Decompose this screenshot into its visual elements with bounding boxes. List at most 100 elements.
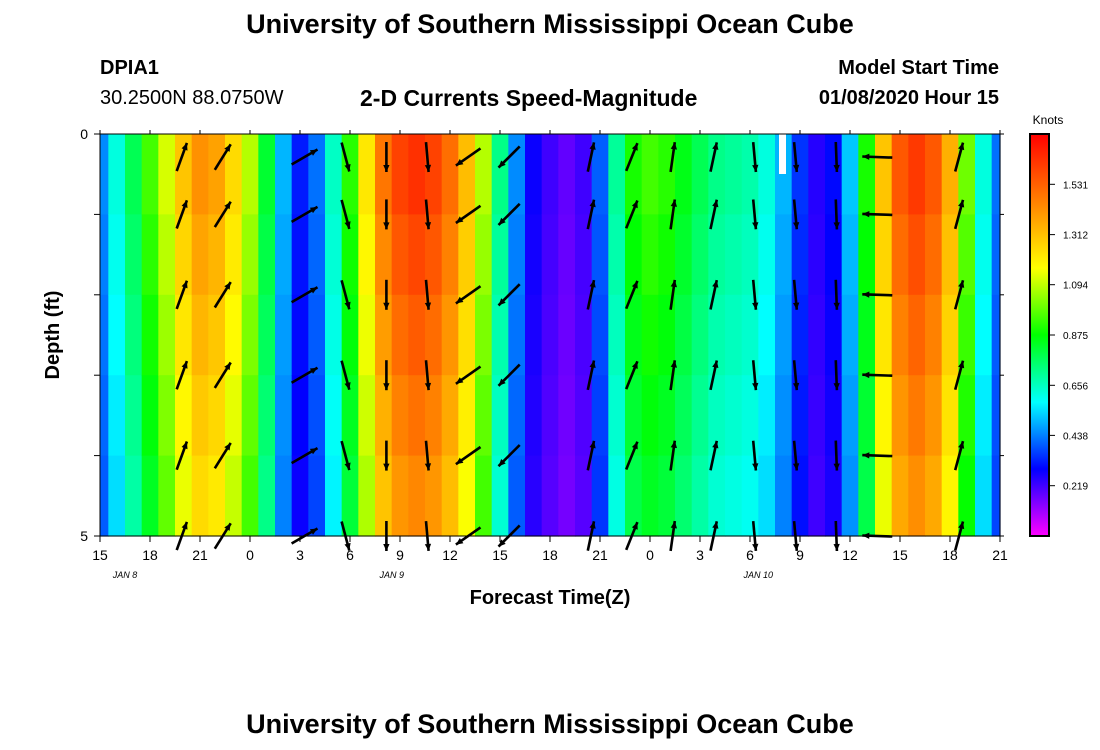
x-tick-label: 21: [192, 547, 208, 563]
heatmap-cell: [975, 294, 993, 376]
heatmap-cell: [408, 375, 426, 457]
vector-head: [752, 382, 759, 391]
vector-head: [424, 164, 432, 172]
heatmap-cell: [908, 134, 926, 215]
heatmap-cell: [575, 134, 593, 215]
vector-head: [424, 302, 432, 310]
heatmap-cell: [858, 375, 876, 457]
x-tick-label: 12: [842, 547, 858, 563]
x-tick-label: 3: [696, 547, 704, 563]
heatmap-cell: [725, 455, 743, 537]
heatmap-cell: [208, 375, 226, 457]
heatmap-cell: [925, 294, 943, 376]
heatmap-cell: [658, 214, 676, 296]
chart-title: University of Southern Mississippi Ocean…: [246, 9, 854, 39]
heatmap-cell: [741, 294, 759, 376]
heatmap-cell: [341, 134, 359, 215]
heatmap-cell: [191, 375, 209, 457]
current-vector: [586, 142, 596, 172]
vector-head: [712, 521, 719, 529]
heatmap-cell: [275, 375, 293, 457]
heatmap-cell: [975, 455, 993, 537]
vector-head: [670, 199, 677, 207]
vector-head: [631, 522, 638, 530]
vector-head: [631, 441, 638, 450]
heatmap-cell: [158, 455, 176, 537]
heatmap-cell: [291, 294, 309, 376]
heatmap-cell: [908, 294, 926, 376]
heatmap-cell: [525, 134, 543, 215]
heatmap-cell: [275, 294, 293, 376]
heatmap-cell: [991, 134, 1001, 215]
x-tick-label: 0: [246, 547, 254, 563]
heatmap-cell: [508, 134, 526, 215]
heatmap-cell: [991, 375, 1001, 457]
current-vector: [862, 452, 893, 459]
chart-subtitle: 2-D Currents Speed-Magnitude: [360, 85, 698, 111]
current-vector: [213, 143, 232, 171]
heatmap-cell: [241, 375, 259, 457]
heatmap-cell: [491, 375, 509, 457]
heatmap-cell: [441, 214, 459, 296]
heatmap-cell: [225, 375, 243, 457]
vector-head: [344, 301, 351, 310]
vector-head: [793, 382, 800, 391]
vector-head: [224, 523, 231, 531]
heatmap-cell: [825, 214, 843, 296]
heatmap-cell: [691, 294, 709, 376]
x-tick-label: 18: [942, 547, 958, 563]
heatmap-cell: [941, 294, 959, 376]
vector-head: [712, 360, 719, 368]
date-label: JAN 10: [743, 570, 774, 580]
heatmap-cell: [258, 375, 276, 457]
heatmap-cell: [625, 455, 643, 537]
vector-head: [589, 440, 596, 449]
vector-head: [424, 222, 432, 230]
vector-head: [344, 542, 351, 551]
heatmap-cell: [575, 214, 593, 296]
colorbar-tick-label: 0.875: [1063, 331, 1088, 342]
heatmap-cell: [491, 294, 509, 376]
heatmap-cell: [158, 375, 176, 457]
current-vector: [833, 440, 840, 471]
heatmap-cell: [425, 455, 443, 537]
colorbar-bar: [1029, 133, 1050, 537]
heatmap-cell: [625, 375, 643, 457]
current-vector: [175, 360, 189, 390]
heatmap-cell: [725, 214, 743, 296]
current-vector: [624, 360, 639, 390]
heatmap-cell: [191, 214, 209, 296]
vector-head: [833, 164, 840, 172]
current-vector: [751, 279, 759, 310]
vector-head: [455, 457, 464, 465]
current-vector: [290, 366, 319, 384]
x-tick-label: 15: [92, 547, 108, 563]
heatmap-cell: [458, 134, 476, 215]
heatmap-cell: [958, 214, 976, 296]
heatmap-cell: [241, 134, 259, 215]
colorbar: Knots 1.531 1.312 1.094 0.875 0.656 0.438 0.21…: [1029, 113, 1088, 537]
current-vector: [383, 440, 390, 471]
heatmap-cell: [100, 375, 109, 457]
current-vector: [290, 148, 319, 166]
heatmap-cell: [608, 134, 626, 215]
vector-head: [455, 296, 464, 304]
vector-head: [712, 199, 719, 208]
heatmap-cell: [858, 294, 876, 376]
current-vector: [862, 291, 893, 298]
heatmap-cell: [225, 294, 243, 376]
colorbar-tick-label: 1.531: [1063, 180, 1088, 191]
heatmap-cell: [841, 294, 859, 376]
heatmap-cell: [375, 375, 393, 457]
vector-head: [670, 360, 677, 368]
heatmap-cell: [658, 455, 676, 537]
heatmap-cell: [941, 214, 959, 296]
heatmap-cell: [608, 294, 626, 376]
heatmap-cell: [258, 134, 276, 215]
heatmap-cell: [208, 134, 226, 215]
x-tick-label: 0: [646, 547, 654, 563]
vector-head: [793, 302, 800, 310]
heatmap-cell: [100, 294, 109, 376]
current-vector: [383, 199, 390, 230]
